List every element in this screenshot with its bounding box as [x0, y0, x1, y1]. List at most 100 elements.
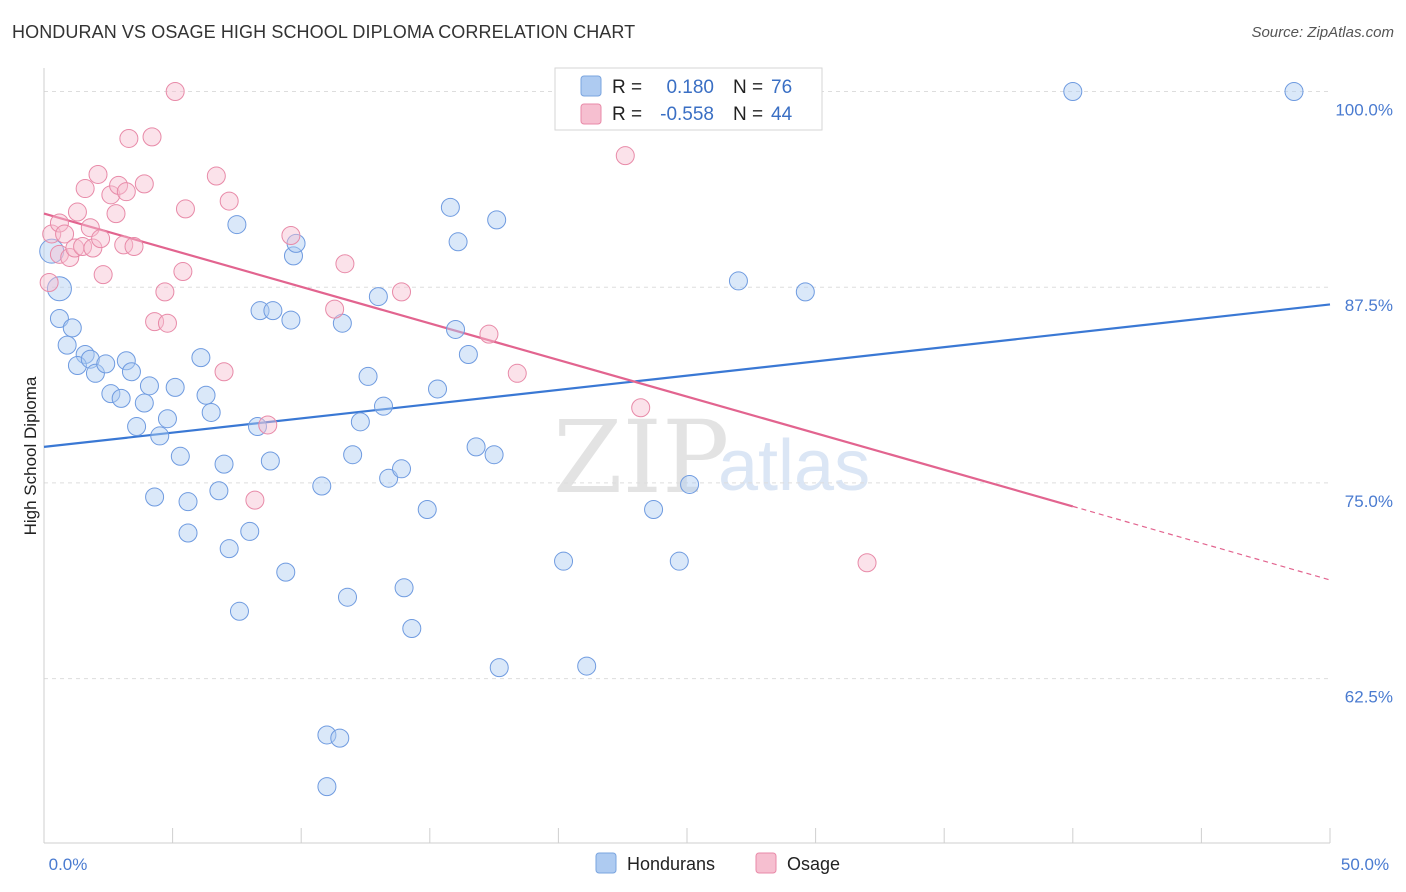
hondurans-point [170, 446, 190, 466]
legend-r-label: R = [612, 104, 642, 125]
data-points [39, 81, 1304, 797]
osage-point [124, 236, 144, 256]
y-tick-label: 87.5% [1345, 296, 1393, 315]
osage-point [134, 174, 154, 194]
hondurans-trend-line [43, 303, 1331, 448]
hondurans-point [1284, 81, 1304, 101]
osage-point [55, 224, 75, 244]
hondurans-point [458, 345, 478, 365]
legend-n-label: N = [733, 77, 763, 98]
hondurans-point [178, 492, 198, 512]
hondurans-point [281, 310, 301, 330]
watermark-atlas: atlas [718, 426, 870, 506]
osage-point [392, 282, 412, 302]
hondurans-point [394, 578, 414, 598]
hondurans-point [101, 384, 121, 404]
axes [43, 68, 1331, 844]
legend-r-label: R = [612, 77, 642, 98]
hondurans-point [484, 445, 504, 465]
osage-point [214, 362, 234, 382]
osage-point [119, 128, 139, 148]
osage-point [73, 236, 93, 256]
hondurans-point [350, 412, 370, 432]
osage-point [91, 229, 111, 249]
hondurans-point [240, 521, 260, 541]
osage-point [93, 265, 113, 285]
osage-point [615, 146, 635, 166]
hondurans-point [392, 459, 412, 479]
osage-point [507, 363, 527, 383]
hondurans-point [343, 445, 363, 465]
hondurans-point [312, 476, 332, 496]
osage-point [39, 272, 59, 292]
osage-point [245, 490, 265, 510]
hondurans-point [227, 215, 247, 235]
hondurans-point [448, 232, 468, 252]
series-legend: Hondurans Osage [595, 852, 840, 874]
legend-label-hondurans: Hondurans [627, 854, 715, 874]
gridlines [44, 90, 1330, 680]
hondurans-point [121, 362, 141, 382]
osage-point [206, 166, 226, 186]
hondurans-point [62, 318, 82, 338]
legend-r-value: -0.558 [660, 104, 714, 125]
x-tick-labels: 0.0% 50.0% [49, 855, 1389, 874]
osage-point [75, 179, 95, 199]
hondurans-point [145, 487, 165, 507]
hondurans-point [554, 551, 574, 571]
legend-r-value: 0.180 [666, 77, 714, 98]
y-tick-labels: 62.5% 75.0% 87.5% 100.0% [1335, 100, 1393, 706]
hondurans-point [379, 468, 399, 488]
watermark-zip: ZIP [553, 399, 729, 516]
osage-point [49, 213, 69, 233]
hondurans-point [489, 658, 509, 678]
osage-point [116, 182, 136, 202]
hondurans-point [57, 335, 77, 355]
hondurans-point [669, 551, 689, 571]
hondurans-point [49, 309, 69, 329]
x-tick-label: 0.0% [49, 855, 88, 874]
osage-point [142, 127, 162, 147]
chart-title: HONDURAN VS OSAGE HIGH SCHOOL DIPLOMA CO… [12, 22, 636, 42]
hondurans-point [96, 354, 116, 374]
osage-point [88, 164, 108, 184]
hondurans-point [577, 656, 597, 676]
osage-point [109, 175, 129, 195]
hondurans-point [127, 417, 147, 437]
legend-label-osage: Osage [787, 854, 840, 874]
hondurans-point [134, 393, 154, 413]
hondurans-point [368, 287, 388, 307]
correlation-legend: R = 0.180 N = 76 R = -0.558 N = 44 [554, 67, 823, 131]
osage-point [106, 204, 126, 224]
hondurans-point [229, 601, 249, 621]
hondurans-point [487, 210, 507, 230]
y-tick-label: 75.0% [1345, 492, 1393, 511]
trend-lines [43, 212, 1331, 581]
hondurans-point [196, 385, 216, 405]
hondurans-point [201, 402, 221, 422]
y-tick-label: 62.5% [1345, 688, 1393, 707]
hondurans-point [247, 417, 267, 437]
hondurans-point [795, 282, 815, 302]
osage-point [173, 262, 193, 282]
hondurans-point [209, 481, 229, 501]
hondurans-point [80, 349, 100, 369]
legend-swatch-osage [755, 852, 777, 874]
hondurans-point [214, 454, 234, 474]
source-label: Source: ZipAtlas.com [1251, 24, 1394, 41]
osage-point [67, 202, 87, 222]
hondurans-point [330, 728, 350, 748]
hondurans-point [440, 197, 460, 217]
osage-point [60, 247, 80, 267]
legend-swatch-hondurans [595, 852, 617, 874]
hondurans-point [644, 500, 664, 520]
hondurans-point [219, 539, 239, 559]
hondurans-point [728, 271, 748, 291]
hondurans-point [1063, 81, 1083, 101]
osage-point [857, 553, 877, 573]
hondurans-point [417, 500, 437, 520]
osage-point [325, 299, 345, 319]
y-tick-label: 100.0% [1335, 100, 1393, 119]
hondurans-point [116, 351, 136, 371]
hondurans-point [260, 451, 280, 471]
